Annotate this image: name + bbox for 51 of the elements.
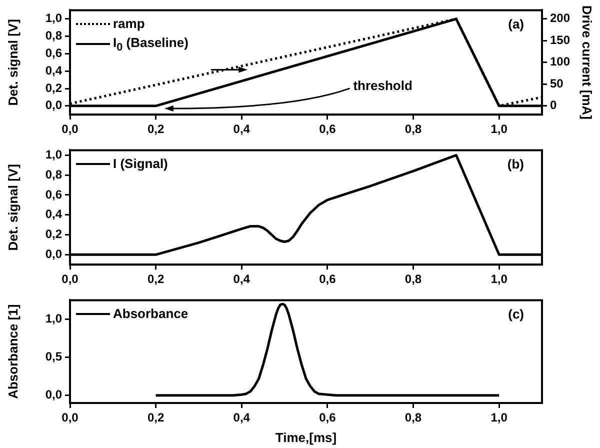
annotation: (b) (507, 156, 524, 172)
legend-label: I (Signal) (113, 156, 168, 172)
y-tick-label: 0,6 (45, 187, 62, 202)
y-tick-label: 0,0 (45, 98, 62, 112)
x-tick-label: 0,2 (147, 410, 164, 425)
y-tick-label: 0,2 (45, 80, 62, 95)
x-tick-label: 0,4 (233, 272, 250, 286)
x-tick-label: 0,8 (404, 122, 422, 136)
x-tick-label: 0,0 (62, 410, 79, 425)
x-tick-label: 0,6 (319, 272, 336, 286)
y-tick-label: 0,5 (45, 350, 62, 364)
annotation: (a) (508, 16, 524, 32)
y2-axis-title: Drive current [mA] (580, 5, 595, 120)
y-tick-label: 0,2 (45, 227, 62, 242)
y-tick-label: 1,0 (45, 312, 62, 326)
y-axis-title: Absorbance [1] (5, 304, 20, 399)
y2-tick-label: 150 (550, 32, 570, 47)
x-tick-label: 0,2 (147, 122, 164, 136)
legend-label: Absorbance (113, 306, 188, 322)
y-tick-label: 0,0 (45, 388, 62, 402)
x-tick-label: 0,0 (62, 272, 79, 286)
x-tick-label: 1,0 (490, 410, 508, 425)
annotation: (c) (508, 306, 524, 322)
x-axis-title: Time,[ms] (275, 430, 337, 445)
y-axis-title: Det. signal [V] (5, 164, 20, 251)
x-tick-label: 0,8 (404, 272, 422, 286)
y-tick-label: 0,4 (45, 63, 62, 78)
y-tick-label: 0,0 (45, 246, 62, 261)
x-tick-label: 0,0 (62, 122, 79, 136)
legend-label: ramp (113, 16, 145, 32)
x-tick-label: 1,0 (490, 272, 508, 286)
x-tick-label: 0,8 (404, 410, 422, 425)
y-tick-label: 1,0 (45, 147, 62, 162)
y-tick-label: 0,8 (45, 167, 62, 182)
y-tick-label: 0,4 (45, 207, 62, 222)
x-tick-label: 1,0 (490, 122, 508, 136)
y-tick-label: 0,8 (45, 28, 62, 43)
x-tick-label: 0,4 (233, 122, 250, 136)
y2-tick-label: 0 (550, 98, 557, 112)
legend-label: I$_{0}$ (Baseline) (113, 35, 188, 54)
y-tick-label: 1,0 (45, 11, 62, 26)
y2-tick-label: 200 (550, 11, 570, 26)
x-tick-label: 0,2 (147, 272, 164, 286)
y-axis-title: Det. signal [V] (5, 19, 20, 106)
x-tick-label: 0,4 (233, 410, 250, 425)
y2-tick-label: 100 (550, 54, 570, 69)
x-tick-label: 0,6 (319, 410, 336, 425)
annotation: threshold (353, 78, 412, 94)
y2-tick-label: 50 (550, 76, 564, 90)
x-tick-label: 0,6 (319, 122, 336, 136)
y-tick-label: 0,6 (45, 46, 62, 60)
